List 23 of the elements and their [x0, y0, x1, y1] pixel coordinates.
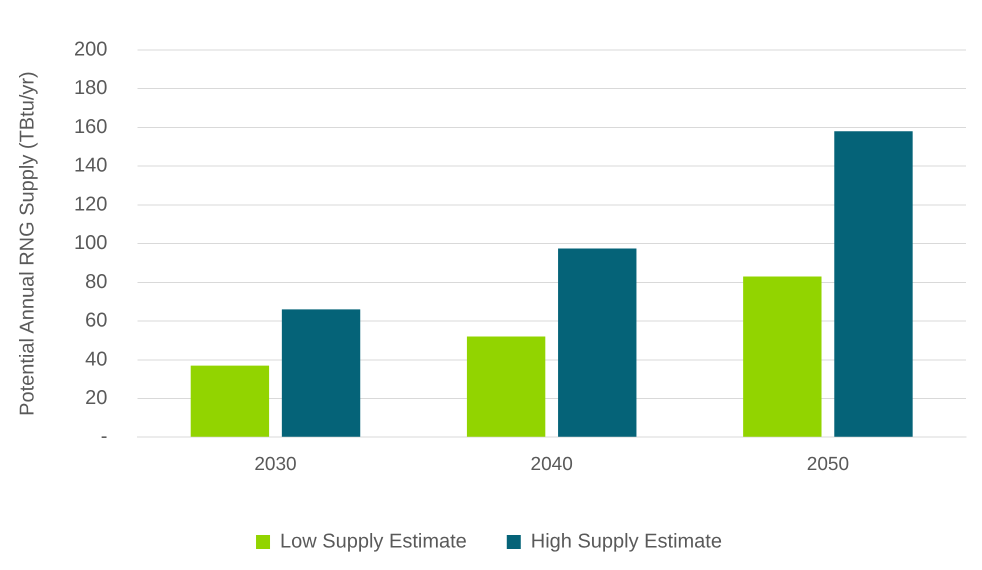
bar: [558, 248, 636, 437]
y-tick-label: 40: [85, 348, 108, 370]
y-tick-label: 120: [74, 193, 108, 216]
bar: [282, 309, 360, 437]
bar: [190, 366, 270, 437]
y-tick-label: 160: [74, 116, 108, 138]
bar: [834, 131, 913, 437]
y-tick-label: 100: [74, 232, 108, 254]
y-tick-label: -: [100, 426, 108, 448]
y-tick-label: 60: [85, 310, 108, 332]
x-tick-label: 2030: [254, 454, 297, 475]
y-tick-label: 20: [85, 386, 108, 409]
x-tick-label: 2050: [806, 454, 850, 475]
x-tick-label: 2040: [530, 454, 573, 475]
y-tick-label: 180: [74, 77, 108, 100]
legend-label: High Supply Estimate: [530, 530, 722, 553]
legend-label: Low Supply Estimate: [280, 530, 467, 553]
y-axis-title: Potential Annual RNG Supply (TBtu/yr): [16, 71, 39, 416]
y-tick-label: 140: [74, 154, 108, 177]
bar: [466, 336, 546, 437]
bar: [743, 276, 822, 437]
y-tick-label: 200: [74, 38, 108, 61]
y-tick-label: 80: [85, 270, 108, 293]
